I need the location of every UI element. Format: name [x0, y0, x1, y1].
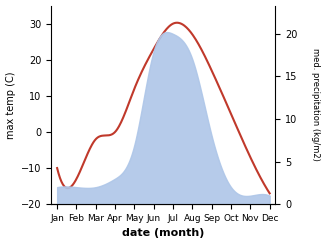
Y-axis label: med. precipitation (kg/m2): med. precipitation (kg/m2) — [311, 48, 320, 161]
Y-axis label: max temp (C): max temp (C) — [6, 71, 16, 139]
X-axis label: date (month): date (month) — [122, 228, 205, 238]
